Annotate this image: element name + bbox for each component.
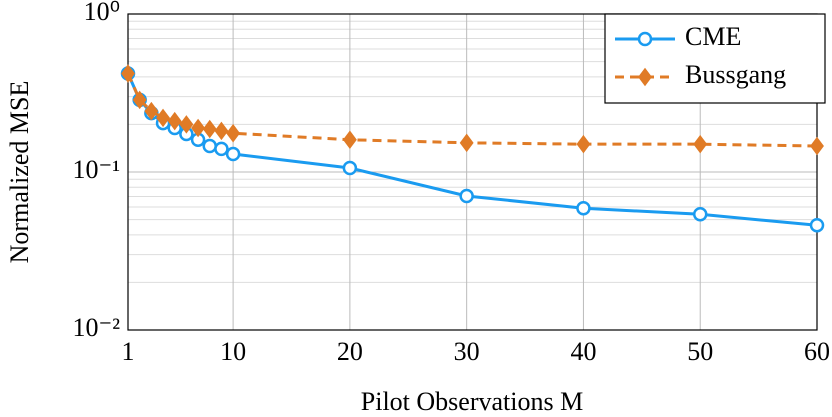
data-point xyxy=(225,146,241,162)
data-point xyxy=(459,133,474,153)
x-axis-label: Pilot Observations M xyxy=(361,387,583,416)
y-tick-label: 10⁻² xyxy=(72,313,120,342)
legend-box xyxy=(604,13,826,104)
data-point xyxy=(809,218,825,233)
data-point xyxy=(167,111,182,131)
legend-marker xyxy=(637,31,653,47)
y-axis-label: Normalized MSE xyxy=(5,81,34,264)
plot-frame xyxy=(127,13,818,331)
y-tick-label: 10⁰ xyxy=(84,0,120,26)
data-point xyxy=(214,121,229,141)
data-point xyxy=(576,134,591,154)
data-point xyxy=(214,141,229,157)
legend-marker xyxy=(638,67,652,87)
x-tick-label: 50 xyxy=(687,337,713,366)
data-point xyxy=(692,207,708,222)
x-tick-label: 40 xyxy=(570,337,596,366)
x-tick-label: 60 xyxy=(804,337,830,366)
data-point xyxy=(693,134,708,154)
data-point xyxy=(202,138,217,154)
legend-label: Bussgang xyxy=(685,60,786,89)
data-point xyxy=(576,200,591,216)
data-point xyxy=(179,115,194,134)
data-point xyxy=(144,101,159,121)
x-tick-label: 1 xyxy=(122,337,135,366)
x-tick-label: 10 xyxy=(220,337,246,366)
data-point xyxy=(121,64,135,83)
x-tick-label: 20 xyxy=(337,337,363,366)
data-point xyxy=(459,188,474,204)
data-point xyxy=(132,90,147,110)
legend-label: CME xyxy=(685,22,741,51)
data-point xyxy=(226,123,241,143)
data-point xyxy=(342,130,357,149)
x-tick-label: 30 xyxy=(454,337,480,366)
data-point xyxy=(342,160,358,176)
data-point xyxy=(156,108,170,128)
data-point xyxy=(810,136,824,156)
data-point xyxy=(202,119,217,139)
y-tick-label: 10⁻¹ xyxy=(72,155,120,184)
data-point xyxy=(191,118,206,138)
